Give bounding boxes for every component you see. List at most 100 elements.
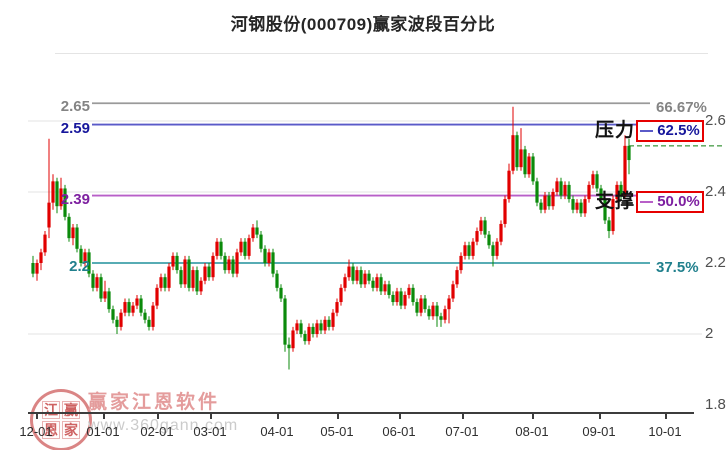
candle-body-up (83, 252, 87, 263)
candle-body-down (175, 255, 179, 271)
candle-body-up (203, 266, 207, 281)
candle-body-up (495, 241, 499, 256)
level-price-label: 2.65 (60, 98, 90, 116)
candle-body-down (607, 220, 611, 232)
x-axis-tick (210, 412, 212, 419)
candle-body-down (231, 259, 235, 274)
candle-body-up (587, 184, 591, 200)
candle-body-up (479, 220, 483, 232)
level-pct-label: 50.0% (657, 192, 700, 210)
candle-body-down (399, 291, 403, 306)
candle-body-up (59, 188, 63, 207)
candle-body-down (379, 277, 383, 292)
x-axis-label: 03-01 (193, 424, 227, 439)
candle-body-down (243, 241, 247, 256)
y-axis-label: 2 (705, 325, 714, 342)
level-pct-box: 62.5% (636, 119, 704, 142)
candle-body-down (311, 326, 315, 334)
candle-body-down (359, 270, 363, 285)
candle-body-down (603, 199, 607, 221)
candle-body-down (299, 323, 303, 334)
candle-body-up (211, 255, 215, 278)
candle-body-up (235, 252, 239, 274)
candle-body-down (319, 323, 323, 331)
candle-body-down (223, 255, 227, 271)
candle-body-up (527, 156, 531, 175)
candle-body-up (159, 277, 163, 288)
candle-body-down (147, 319, 151, 327)
candle-body-down (303, 334, 307, 342)
candle-body-up (419, 298, 423, 313)
candle-body-up (51, 181, 55, 203)
candle-body-down (371, 280, 375, 288)
candle-body-up (403, 294, 407, 306)
candle-body-down (535, 181, 539, 203)
candle-body-up (347, 266, 351, 278)
candle-body-up (131, 305, 135, 313)
candle-body-down (287, 344, 291, 349)
candle-body-down (91, 273, 95, 288)
candle-body-down (515, 135, 519, 168)
candle-body-down (547, 195, 551, 207)
candle-body-down (163, 277, 167, 288)
candle-body-up (43, 234, 47, 253)
candle-body-down (491, 245, 495, 256)
level-annotation: 支撑 (594, 190, 635, 212)
candle-body-up (447, 298, 451, 310)
candle-body-up (215, 241, 219, 256)
x-axis-label: 02-01 (140, 424, 174, 439)
candle-body-down (415, 302, 419, 313)
candle-body-down (387, 284, 391, 295)
candle-body-up (343, 277, 347, 288)
candle-body-up (71, 227, 75, 239)
candle-body-down (107, 291, 111, 310)
candle-body-down (99, 277, 103, 299)
candle-body-up (611, 199, 615, 232)
level-pct-label: 62.5% (657, 121, 700, 139)
candle-body-down (195, 270, 199, 292)
candle-body-up (251, 227, 255, 239)
candle-body-down (567, 184, 571, 200)
candle-body-down (67, 216, 71, 239)
candle-body-up (135, 298, 139, 306)
candle-body-up (575, 202, 579, 210)
candle-body-up (583, 199, 587, 214)
page-title: 河钢股份(000709)赢家波段百分比 (230, 15, 496, 34)
candle-body-down (263, 248, 267, 263)
candle-body-up (315, 323, 319, 334)
candle-body-up (543, 195, 547, 210)
candle-body-up (39, 252, 43, 263)
candle-body-up (295, 323, 299, 331)
candle-body-up (615, 184, 619, 200)
candle-body-up (355, 270, 359, 281)
candle-body-down (79, 248, 83, 263)
candle-body-down (219, 241, 223, 256)
candle-body-up (307, 326, 311, 342)
candle-body-up (167, 266, 171, 288)
candle-body-down (75, 227, 79, 249)
x-axis-label: 06-01 (382, 424, 416, 439)
candle-body-up (551, 192, 555, 207)
candle-body-up (555, 181, 559, 192)
candle-body-up (35, 263, 39, 274)
level-dash-icon (640, 200, 654, 203)
candle-body-up (375, 277, 379, 288)
candle-body-down (127, 302, 131, 313)
candle-body-up (443, 309, 447, 320)
candle-body-down (271, 252, 275, 274)
candle-body-up (291, 330, 295, 349)
x-axis-tick (103, 412, 105, 419)
candle-body-down (539, 202, 543, 210)
candle-body-down (411, 287, 415, 303)
candle-body-up (323, 319, 327, 331)
candle-body-up (239, 241, 243, 253)
x-axis-label: 09-01 (582, 424, 616, 439)
x-axis-tick (462, 412, 464, 419)
candle-body-down (571, 199, 575, 210)
level-annotation: 压力 (594, 119, 635, 141)
level-pct-box: 50.0% (636, 190, 704, 213)
